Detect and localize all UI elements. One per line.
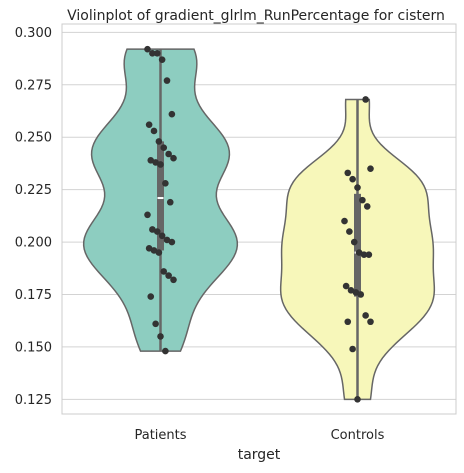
x-tick-label: Controls xyxy=(331,428,385,443)
data-point xyxy=(341,217,348,225)
data-point xyxy=(360,251,368,258)
y-tick-label: 0.200 xyxy=(15,236,52,251)
data-point xyxy=(150,127,158,135)
y-tick-label: 0.175 xyxy=(15,288,52,303)
data-point xyxy=(349,175,356,183)
data-point xyxy=(344,169,352,177)
data-point xyxy=(363,203,371,210)
data-point xyxy=(165,272,172,279)
x-tick-label: Patients xyxy=(134,428,186,443)
data-point xyxy=(162,347,169,355)
y-tick-label: 0.125 xyxy=(15,393,52,408)
data-point xyxy=(362,96,369,103)
data-point xyxy=(354,184,361,191)
data-point xyxy=(362,312,369,319)
data-point xyxy=(162,180,169,187)
plot-frame xyxy=(61,23,457,415)
data-point xyxy=(147,293,155,300)
x-axis-ticks: Patients Controls xyxy=(134,428,384,443)
iqr-box xyxy=(157,141,164,251)
y-tick-label: 0.150 xyxy=(15,340,52,355)
data-point xyxy=(365,251,373,258)
strip-points xyxy=(144,45,374,403)
data-point xyxy=(144,211,151,219)
y-tick-label: 0.250 xyxy=(15,131,52,146)
y-tick-label: 0.300 xyxy=(15,26,52,41)
data-point xyxy=(152,320,159,328)
data-point xyxy=(170,276,177,284)
data-point xyxy=(160,268,168,275)
iqr-box xyxy=(354,193,361,297)
data-point xyxy=(168,110,176,118)
data-point xyxy=(168,238,176,246)
data-point xyxy=(342,282,350,290)
data-point xyxy=(346,228,353,235)
chart-title: Violinplot of gradient_glrlm_RunPercenta… xyxy=(67,8,445,24)
data-point xyxy=(155,138,163,145)
y-tick-label: 0.275 xyxy=(15,78,52,93)
data-point xyxy=(165,150,172,158)
data-point xyxy=(153,228,161,235)
data-point xyxy=(155,249,163,256)
data-point xyxy=(158,232,166,240)
data-point xyxy=(144,45,151,53)
data-point xyxy=(344,318,352,326)
data-point xyxy=(157,333,164,340)
data-point xyxy=(357,291,365,298)
data-point xyxy=(367,318,374,326)
y-axis-ticks: 0.125 0.150 0.175 0.200 0.225 0.250 0.275 0.300 xyxy=(15,26,52,408)
data-point xyxy=(163,77,171,84)
data-point xyxy=(349,345,356,353)
data-point xyxy=(367,165,374,172)
data-point xyxy=(158,56,166,63)
data-point xyxy=(145,121,153,128)
data-point xyxy=(359,196,366,204)
data-point xyxy=(149,50,156,57)
y-tick-label: 0.225 xyxy=(15,183,52,198)
data-point xyxy=(354,396,361,403)
data-point xyxy=(170,154,177,162)
data-point xyxy=(350,238,358,246)
x-axis-label: target xyxy=(238,447,281,463)
data-point xyxy=(160,144,168,152)
data-point xyxy=(153,50,161,57)
data-point xyxy=(157,161,164,168)
data-point xyxy=(166,198,174,206)
